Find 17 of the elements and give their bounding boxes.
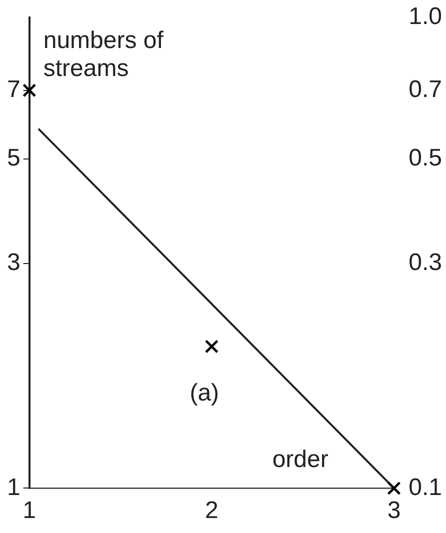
y-tick-label: 3 [6,249,20,276]
x-tick-label: 2 [204,497,218,524]
text: 0.7 [408,76,442,103]
point [204,340,219,354]
point [22,83,36,98]
x-axis-title: order [272,446,328,473]
text: 0.3 [408,249,442,276]
y-tick-label: 5 [6,144,20,172]
x-tick-label: 3 [387,497,401,524]
y-tick-label: 7 [6,76,20,103]
point [387,481,401,496]
text: 0.5 [408,144,442,172]
text: 0.1 [408,474,442,501]
y-tick-label: 1 [6,474,20,501]
y-axis-title: numbers of streams [43,27,164,82]
text: 1.0 [408,3,442,30]
annotation: (a) [190,380,220,407]
